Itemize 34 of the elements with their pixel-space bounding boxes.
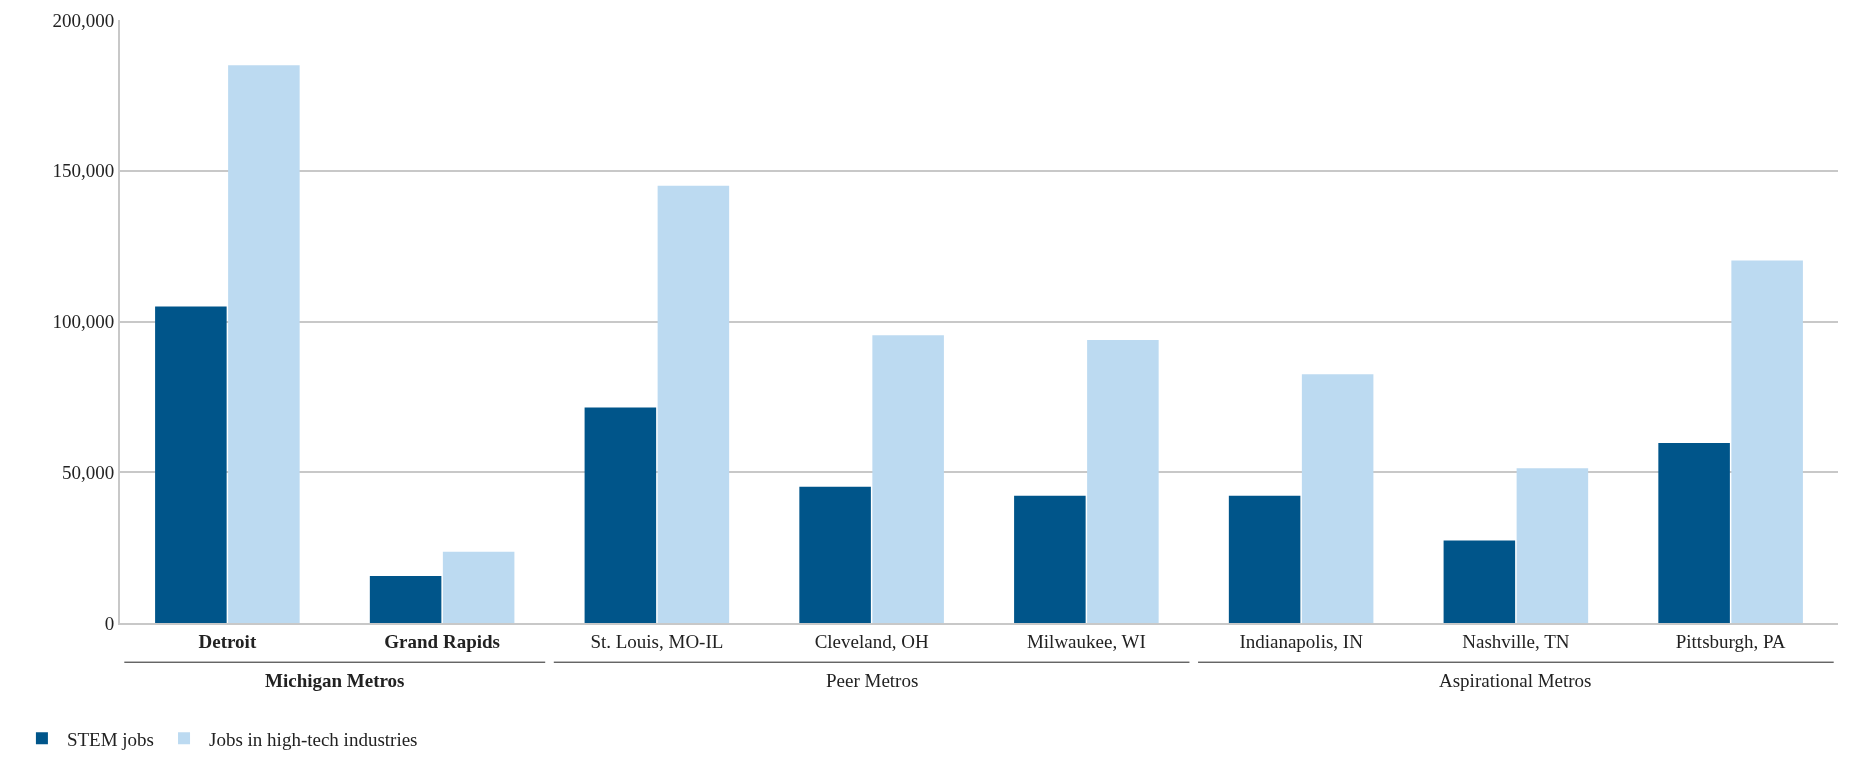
bar: [1443, 540, 1516, 623]
bar: [369, 575, 442, 623]
x-tick-label: Cleveland, OH: [814, 630, 929, 652]
y-tick-label: 50,000: [61, 461, 115, 483]
bar: [872, 335, 944, 623]
x-tick-label: Grand Rapids: [384, 630, 500, 652]
bar: [1301, 374, 1374, 623]
bar: [1516, 468, 1589, 623]
bar: [442, 551, 515, 623]
bar: [657, 185, 730, 623]
bar: [584, 407, 657, 623]
legend-label: STEM jobs: [66, 728, 155, 750]
text: Peer Metros: [826, 670, 919, 691]
x-tick-label: St. Louis, MO-IL: [590, 630, 724, 652]
bar: [1087, 339, 1159, 623]
text: Michigan Metros: [265, 670, 405, 691]
bar: [155, 306, 227, 623]
legend-label: Jobs in high-tech industries: [209, 728, 418, 750]
x-tick-label: Milwaukee, WI: [1026, 630, 1146, 652]
x-tick-label: Indianapolis, IN: [1239, 630, 1364, 652]
bar: [1228, 495, 1301, 623]
x-tick-label: Detroit: [198, 630, 257, 652]
bar: [228, 65, 300, 623]
y-tick-label: 200,000: [52, 9, 115, 31]
y-tick-label: 150,000: [52, 160, 115, 182]
x-tick-label: Nashville, TN: [1462, 630, 1570, 652]
bar: [1014, 495, 1086, 623]
x-tick-label: Pittsburgh, PA: [1675, 630, 1786, 652]
bar: [1658, 443, 1730, 623]
bar: [1731, 260, 1803, 623]
y-tick-label: 100,000: [52, 311, 115, 333]
text: Aspirational Metros: [1439, 670, 1592, 691]
y-tick-label: 0: [104, 612, 115, 634]
bar: [799, 486, 871, 623]
